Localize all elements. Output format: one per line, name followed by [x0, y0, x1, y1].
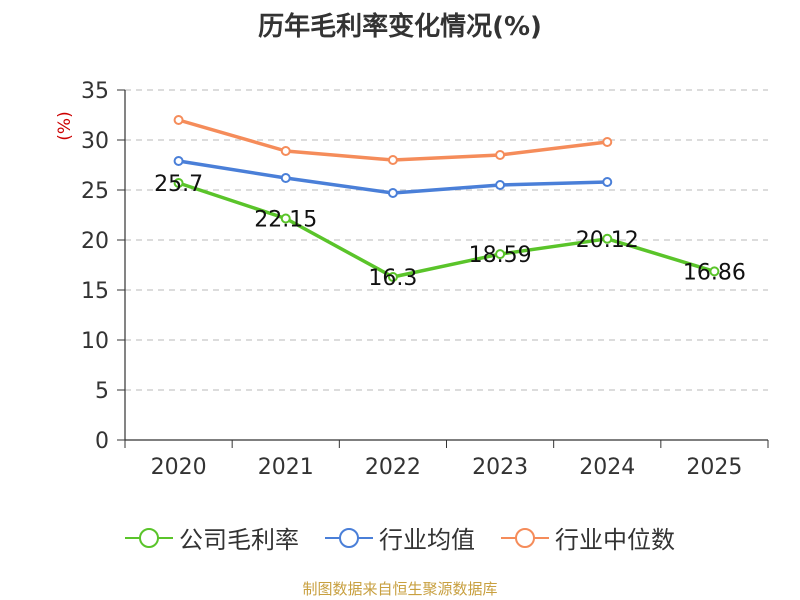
data-label: 16.86	[683, 260, 746, 285]
legend-label-industry-median: 行业中位数	[555, 526, 675, 554]
y-tick-label: 15	[81, 279, 109, 304]
y-tick-label: 10	[81, 329, 109, 354]
legend-marker-industry-mean	[325, 527, 373, 548]
y-tick-label: 5	[95, 379, 109, 404]
x-tick-label: 2023	[472, 455, 528, 480]
y-tick-label: 25	[81, 179, 109, 204]
series-line-0	[178, 181, 715, 279]
chart-title: 历年毛利率变化情况(%)	[258, 12, 542, 42]
y-tick-label: 0	[95, 429, 109, 454]
legend-item-company[interactable]: 公司毛利率	[125, 520, 299, 555]
x-tick-label: 2024	[579, 455, 635, 480]
data-label: 22.15	[254, 208, 317, 233]
data-point-2	[173, 115, 184, 125]
y-tick-label: 35	[81, 79, 109, 104]
data-label: 18.59	[469, 243, 532, 268]
data-point-0	[602, 233, 613, 244]
legend-marker-industry-median	[501, 527, 549, 548]
legend: 公司毛利率 行业均值 行业中位数	[0, 520, 800, 555]
data-point-2	[387, 155, 398, 165]
data-point-0	[709, 266, 720, 277]
data-point-1	[602, 177, 613, 187]
x-tick-label: 2021	[258, 455, 314, 480]
data-point-0	[173, 178, 184, 188]
x-tick-label: 2020	[151, 455, 207, 480]
data-point-1	[495, 180, 506, 190]
y-axis-label: (%)	[55, 111, 75, 140]
data-point-0	[387, 272, 398, 282]
x-tick-label: 2025	[686, 455, 742, 480]
source-note: 制图数据来自恒生聚源数据库	[302, 580, 498, 598]
y-tick-label: 30	[81, 129, 109, 154]
data-point-2	[495, 150, 506, 160]
data-point-0	[495, 249, 506, 260]
data-point-1	[387, 188, 398, 198]
legend-item-industry-mean[interactable]: 行业均值	[325, 520, 475, 555]
data-label: 20.12	[576, 228, 639, 253]
legend-item-industry-median[interactable]: 行业中位数	[501, 520, 675, 555]
legend-label-industry-mean: 行业均值	[379, 526, 475, 554]
data-point-1	[173, 156, 184, 166]
data-point-0	[280, 213, 291, 224]
data-point-2	[280, 146, 291, 156]
x-tick-label: 2022	[365, 455, 421, 480]
y-tick-label: 20	[81, 229, 109, 254]
data-label: 16.3	[368, 266, 417, 291]
data-point-1	[280, 173, 291, 183]
data-label: 25.7	[154, 172, 203, 197]
legend-label-company: 公司毛利率	[179, 526, 299, 554]
legend-marker-company	[125, 527, 173, 548]
data-point-2	[602, 137, 613, 147]
